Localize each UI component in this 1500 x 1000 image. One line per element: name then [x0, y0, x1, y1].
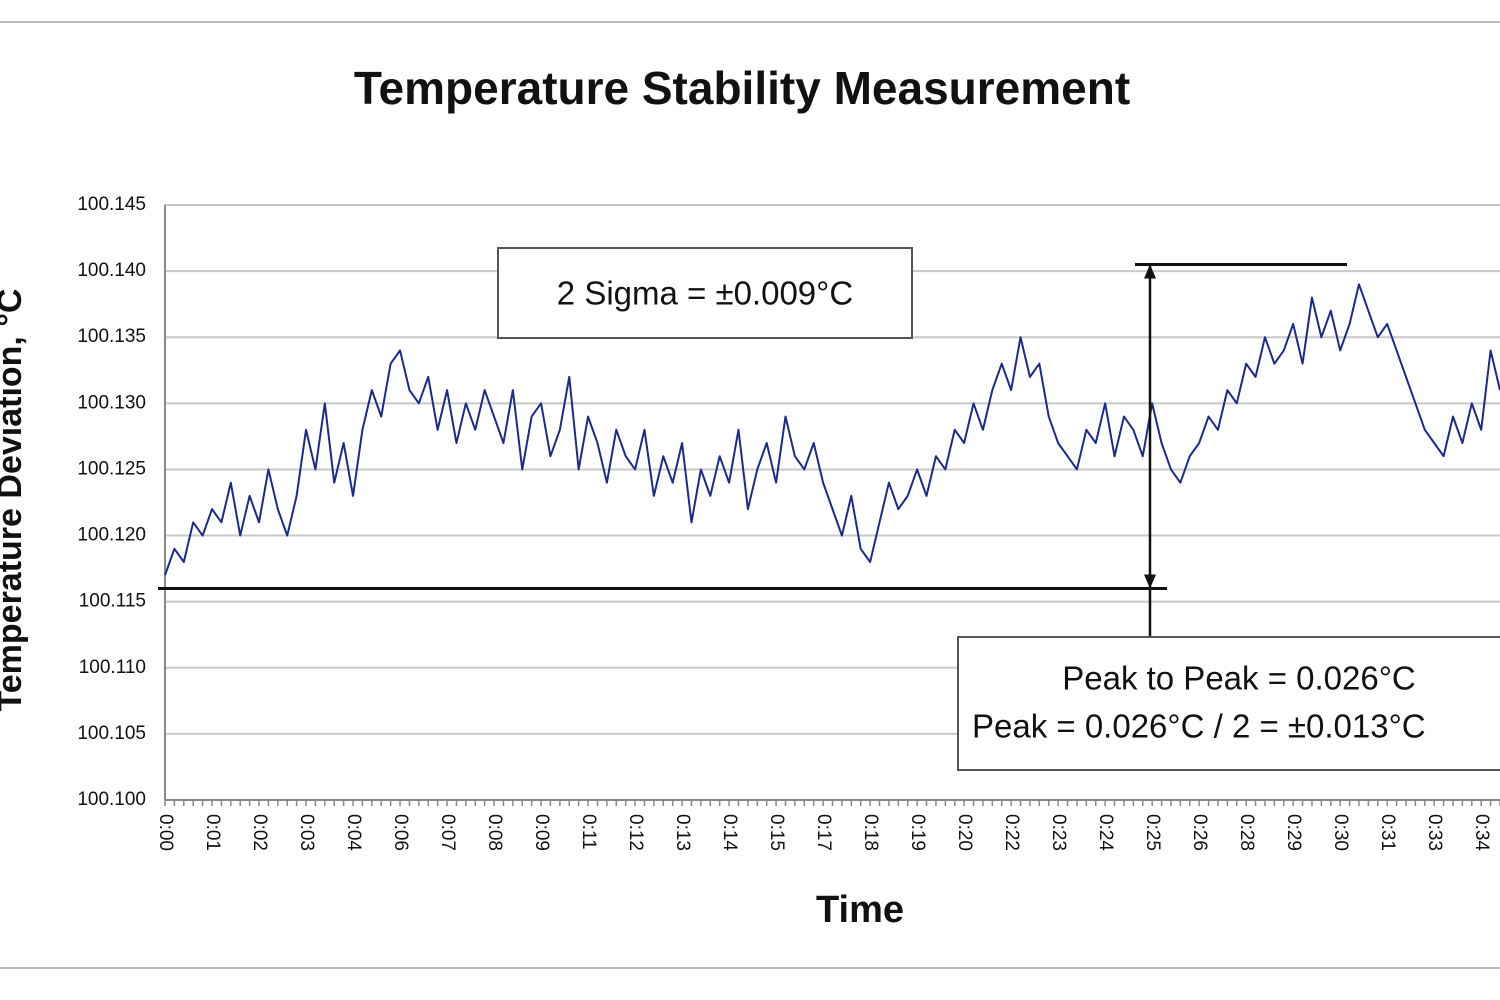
- x-tick-label: 0:02: [249, 814, 270, 851]
- x-tick-label: 0:03: [296, 814, 317, 851]
- y-tick-label: 100.105: [77, 723, 146, 744]
- arrow-head: [1144, 264, 1156, 279]
- y-tick-label: 100.140: [77, 260, 146, 281]
- x-tick-label: 0:15: [766, 814, 787, 851]
- x-tick-label: 0:09: [531, 814, 552, 851]
- x-tick-label: 0:12: [625, 814, 646, 851]
- x-tick-label: 0:07: [437, 814, 458, 851]
- x-tick-label: 0:01: [202, 814, 223, 851]
- y-tick-label: 100.100: [77, 789, 146, 810]
- x-tick-label: 0:23: [1048, 814, 1069, 851]
- x-axis-title: Time: [816, 889, 904, 931]
- x-tick-label: 0:29: [1283, 814, 1304, 851]
- y-tick-label: 100.110: [79, 657, 146, 678]
- x-tick-label: 0:31: [1377, 814, 1398, 851]
- x-tick-label: 0:30: [1330, 814, 1351, 851]
- y-axis-title: Temperature Deviation, °C: [0, 289, 29, 712]
- x-tick-label: 0:26: [1189, 814, 1210, 851]
- y-tick-label: 100.115: [79, 591, 146, 612]
- chart-title: Temperature Stability Measurement: [354, 62, 1130, 114]
- x-tick-label: 0:25: [1142, 814, 1163, 851]
- x-tick-label: 0:14: [719, 814, 740, 851]
- arrow-head: [1144, 574, 1156, 589]
- x-tick-label: 0:00: [155, 814, 176, 851]
- x-tick-label: 0:33: [1424, 814, 1445, 851]
- x-tick-label: 0:19: [907, 814, 928, 851]
- annotation-box: [957, 636, 1500, 771]
- y-tick-label: 100.135: [77, 326, 146, 347]
- y-tick-label: 100.125: [77, 458, 146, 479]
- x-tick-label: 0:11: [578, 814, 599, 850]
- y-tick-label: 100.130: [77, 392, 146, 413]
- x-tick-label: 0:13: [672, 814, 693, 851]
- x-tick-label: 0:17: [813, 814, 834, 851]
- x-tick-label: 0:04: [343, 814, 364, 851]
- x-tick-label: 0:22: [1001, 814, 1022, 851]
- x-tick-label: 0:18: [860, 814, 881, 851]
- x-tick-label: 0:28: [1236, 814, 1257, 851]
- annotation-box: [497, 247, 913, 339]
- x-tick-label: 0:34: [1471, 814, 1492, 851]
- annotation-text: Peak to Peak = 0.026°C: [1062, 660, 1416, 697]
- annotation-text: 2 Sigma = ±0.009°C: [557, 275, 853, 312]
- x-tick-label: 0:06: [390, 814, 411, 851]
- y-tick-label: 100.145: [77, 194, 146, 215]
- x-tick-label: 0:08: [484, 814, 505, 851]
- data-line: [164, 283, 1500, 576]
- y-tick-label: 100.120: [77, 525, 146, 546]
- annotation-text: Peak = 0.026°C / 2 = ±0.013°C: [972, 708, 1426, 745]
- x-tick-label: 0:20: [954, 814, 975, 851]
- x-tick-label: 0:24: [1095, 814, 1116, 851]
